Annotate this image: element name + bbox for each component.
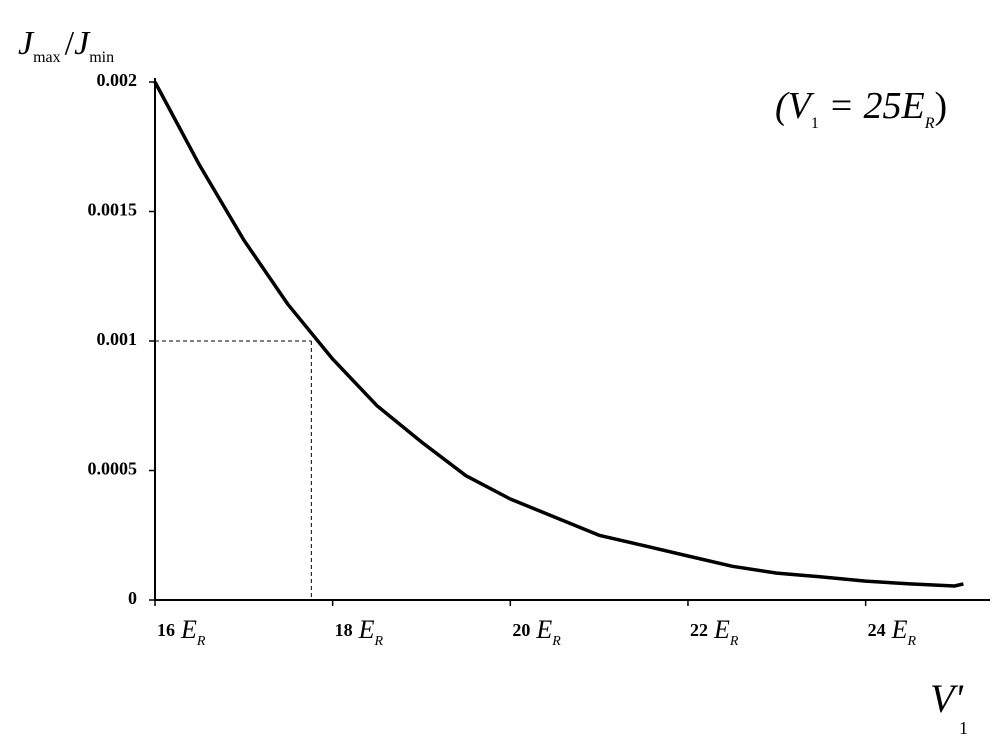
y-tick-label: 0.0005 [88,459,138,479]
x-tick-label: 18 ER [335,615,384,649]
x-tick-unit: E [358,615,375,644]
x-tick-unit-sub: R [374,634,384,649]
y-tick-label: 0 [128,588,137,608]
x-tick-value: 18 [335,620,353,640]
x-tick-unit: E [535,615,552,644]
x-tick-unit-sub: R [729,634,739,649]
x-tick-label: 16 ER [157,615,206,649]
y-tick-label: 0.002 [97,70,138,90]
x-tick-value: 20 [512,620,530,640]
x-tick-unit: E [180,615,197,644]
x-axis-label: V' 1 [930,676,968,738]
x-tick-value: 16 [157,620,175,640]
y-tick-label: 0.001 [97,329,138,349]
x-tick-label: 22 ER [690,615,739,649]
x-tick-unit-sub: R [196,634,206,649]
x-tick-unit-sub: R [907,634,917,649]
x-tick-unit: E [891,615,908,644]
x-tick-unit-sub: R [551,634,561,649]
x-tick-value: 24 [868,620,886,640]
x-tick-label: 24 ER [868,615,917,649]
x-tick-value: 22 [690,620,708,640]
x-tick-label: 20 ER [512,615,561,649]
y-tick-label: 0.0015 [88,200,138,220]
x-tick-unit: E [713,615,730,644]
y-axis-label: Jmax/Jmin [18,25,114,66]
data-line [153,81,964,588]
annotation: (V1 = 25ER) [775,85,947,132]
